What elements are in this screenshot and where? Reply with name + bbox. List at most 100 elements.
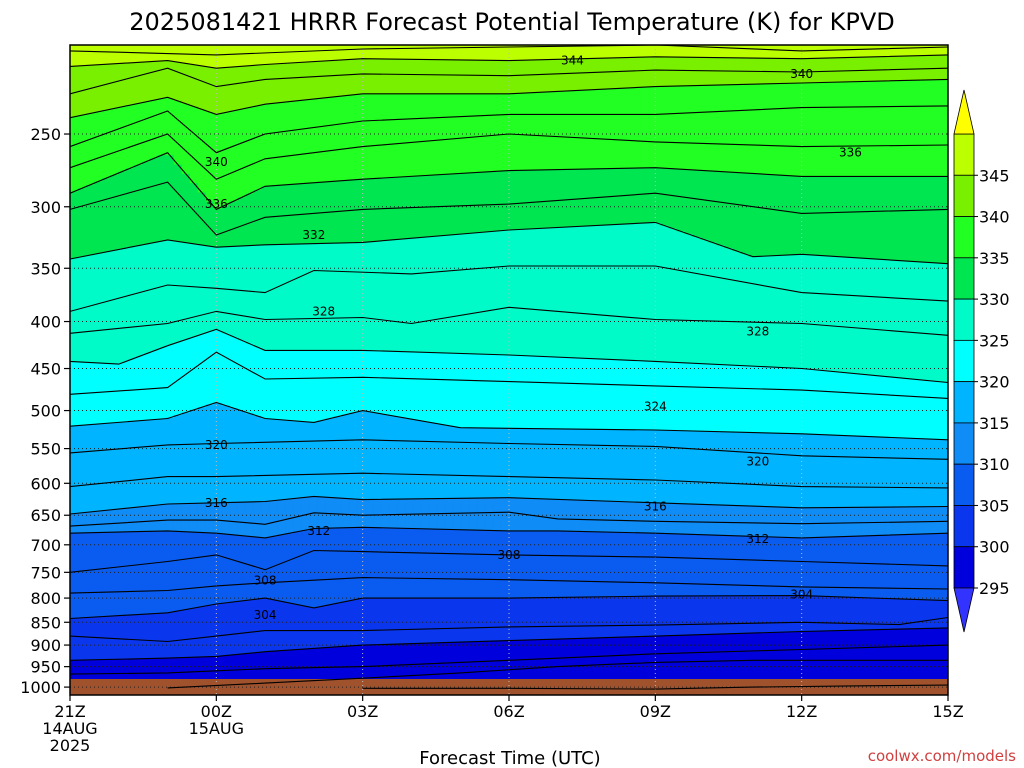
color-band-cell [684, 386, 694, 432]
color-band-cell [788, 631, 797, 651]
color-band-cell [644, 361, 654, 387]
color-band-cell [293, 556, 303, 582]
color-band-cell [205, 45, 215, 56]
color-band-cell [788, 660, 797, 688]
color-band-cell [596, 445, 606, 480]
color-band-cell [157, 113, 167, 137]
color-band-cell [213, 635, 223, 657]
color-band-cell [333, 578, 342, 604]
color-band-cell [844, 57, 853, 72]
color-band-cell [333, 416, 342, 441]
color-band-cell [676, 386, 686, 432]
color-band-cell [213, 86, 223, 115]
color-band-cell [684, 272, 694, 321]
color-band-cell [141, 141, 151, 163]
color-band-cell [788, 50, 797, 59]
color-band-cell [932, 660, 941, 686]
color-band-cell [133, 52, 143, 63]
color-band-cell [572, 73, 582, 91]
color-band-cell [660, 56, 670, 71]
color-band-cell [844, 435, 853, 458]
color-band-cell [772, 367, 781, 390]
color-band-cell [373, 551, 382, 579]
color-band-cell [668, 480, 678, 504]
color-band-cell [532, 309, 542, 357]
color-band-cell [341, 45, 350, 51]
color-band-cell [676, 231, 686, 271]
color-band-cell [908, 80, 917, 107]
color-band-cell [668, 113, 678, 143]
color-band-cell [908, 47, 917, 57]
color-band-cell [700, 431, 710, 450]
color-band-cell [469, 442, 478, 477]
color-band-cell [365, 527, 374, 553]
color-band-cell [868, 597, 877, 625]
color-band-cell [620, 445, 630, 480]
color-band-cell [660, 596, 670, 626]
color-band-cell [253, 245, 263, 293]
color-band-cell [908, 521, 917, 535]
color-band-cell [501, 75, 510, 95]
color-band-cell [485, 135, 494, 173]
color-band-cell [852, 327, 861, 375]
contour-line-316 [70, 472, 948, 489]
color-band-cell [828, 146, 837, 177]
color-band-cell [516, 659, 526, 670]
color-band-cell [572, 114, 582, 139]
color-band-cell [461, 498, 470, 514]
color-band-cell [261, 64, 271, 80]
color-band-cell [93, 136, 103, 159]
color-band-cell [181, 503, 191, 521]
color-band-cell [85, 45, 95, 52]
color-band-cell [532, 626, 542, 641]
color-band-cell [716, 202, 726, 246]
color-band-cell [245, 653, 255, 670]
color-band-cell [285, 244, 295, 282]
color-band-cell [788, 649, 797, 661]
color-band-cell [365, 93, 374, 122]
color-band-cell [924, 506, 933, 523]
color-band-cell [860, 522, 869, 537]
color-band-cell [237, 522, 247, 537]
color-band-cell [493, 579, 502, 599]
color-band-cell [125, 480, 135, 509]
color-band-cell [293, 243, 303, 279]
color-band-cell [405, 514, 414, 529]
color-band-cell [756, 109, 766, 146]
color-band-cell [868, 436, 877, 458]
color-band-cell [205, 520, 215, 534]
color-band-cell [133, 591, 143, 615]
color-band-cell [844, 623, 853, 631]
color-band-cell [596, 89, 606, 115]
color-band-cell [509, 626, 518, 641]
color-band-cell [77, 660, 87, 675]
color-band-cell [501, 266, 510, 309]
color-band-cell [373, 644, 382, 667]
color-band-cell [556, 658, 566, 667]
color-band-cell [876, 376, 885, 395]
color-band-cell [277, 244, 287, 286]
color-band-cell [676, 70, 686, 87]
color-band-cell [684, 142, 694, 171]
color-band-cell [253, 374, 263, 417]
color-band-cell [309, 76, 319, 100]
color-band-cell [628, 520, 638, 534]
color-band-cell [660, 557, 670, 584]
color-band-cell [660, 583, 670, 597]
color-band-cell [708, 634, 718, 653]
color-band-cell [772, 454, 781, 486]
color-band-cell [556, 114, 566, 138]
color-band-cell [453, 270, 462, 317]
color-band-cell [397, 59, 406, 75]
color-band-cell [588, 665, 598, 690]
color-band-cell [205, 331, 215, 358]
color-band-cell [165, 69, 175, 99]
color-band-cell [213, 555, 223, 587]
color-band-cell [469, 172, 478, 206]
color-band-cell [141, 614, 151, 641]
color-band-cell [868, 45, 877, 50]
color-band-cell [293, 498, 303, 518]
color-band-cell [341, 414, 350, 441]
color-band-cell [716, 321, 726, 365]
color-band-cell [812, 176, 821, 214]
